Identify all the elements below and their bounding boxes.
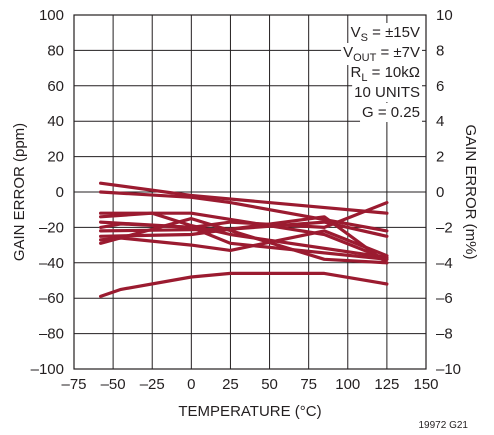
series-line: [98, 222, 389, 261]
x-tick-label: 150: [413, 376, 438, 393]
y-tick-label: 20: [47, 149, 64, 166]
y2-tick-label: –2: [436, 219, 453, 236]
y-tick-label: –60: [39, 290, 64, 307]
x-tick-label: –50: [101, 376, 126, 393]
y-tick-label: 0: [56, 184, 64, 201]
y2-tick-label: 0: [436, 184, 444, 201]
x-tick-label: 0: [187, 376, 195, 393]
y-tick-label: 100: [39, 7, 64, 24]
y2-tick-label: 4: [436, 113, 444, 130]
y2-tick-label: –8: [436, 326, 453, 343]
y2-tick-label: 8: [436, 42, 444, 59]
plot-frame: [73, 14, 427, 370]
y2-tick-label: 6: [436, 78, 444, 95]
series-line: [98, 211, 389, 260]
annotation-background: [341, 43, 422, 65]
x-tick-label: –25: [140, 376, 165, 393]
x-tick-label: 100: [335, 376, 360, 393]
x-tick-label: –75: [61, 376, 86, 393]
y-tick-label: –40: [39, 255, 64, 272]
x-tick-label: 25: [222, 376, 239, 393]
y-tick-label: –20: [39, 219, 64, 236]
series-line: [98, 217, 389, 265]
x-tick-label: 125: [374, 376, 399, 393]
series-lines: [98, 181, 389, 298]
x-tick-labels: –75 –50 –25 0 25 50 75 100 125 150: [61, 376, 438, 393]
series-line: [98, 181, 389, 215]
annotation-background: [348, 63, 422, 85]
y-axis-title: GAIN ERROR (ppm): [11, 123, 28, 261]
series-line: [98, 271, 389, 298]
annotation-line: RL = 10kΩ: [351, 64, 420, 84]
y-tick-label: 80: [47, 42, 64, 59]
y-tick-label: 40: [47, 113, 64, 130]
x-tick-label: 50: [261, 376, 278, 393]
annotation-background: [348, 23, 422, 45]
y2-tick-label: –10: [436, 361, 461, 378]
y2-axis-title: GAIN ERROR (m%): [462, 125, 479, 260]
y2-tick-label: –4: [436, 255, 453, 272]
annotation-line: 10 UNITS: [354, 84, 420, 101]
y-tick-labels: –100 –80 –60 –40 –20 0 20 40 60 80 100: [31, 7, 64, 378]
series-line: [98, 220, 389, 238]
figure-id: 19972 G21: [419, 420, 469, 431]
annotation-line: VS = ±15V: [351, 24, 420, 44]
series-line: [98, 190, 389, 233]
y-tick-label: 60: [47, 78, 64, 95]
annotation-background: [360, 103, 422, 122]
y2-tick-label: –6: [436, 290, 453, 307]
y-tick-label: –80: [39, 326, 64, 343]
annotation-background: [352, 83, 422, 102]
y2-tick-label: 10: [436, 7, 453, 24]
annotation-line: VOUT = ±7V: [343, 44, 420, 64]
annotation-line: G = 0.25: [362, 104, 420, 121]
y-tick-label: –100: [31, 361, 64, 378]
x-axis-title: TEMPERATURE (°C): [178, 403, 321, 420]
y2-tick-label: 2: [436, 149, 444, 166]
y2-tick-labels: –10 –8 –6 –4 –2 0 2 4 6 8 10: [436, 7, 461, 378]
x-tick-label: 75: [300, 376, 317, 393]
